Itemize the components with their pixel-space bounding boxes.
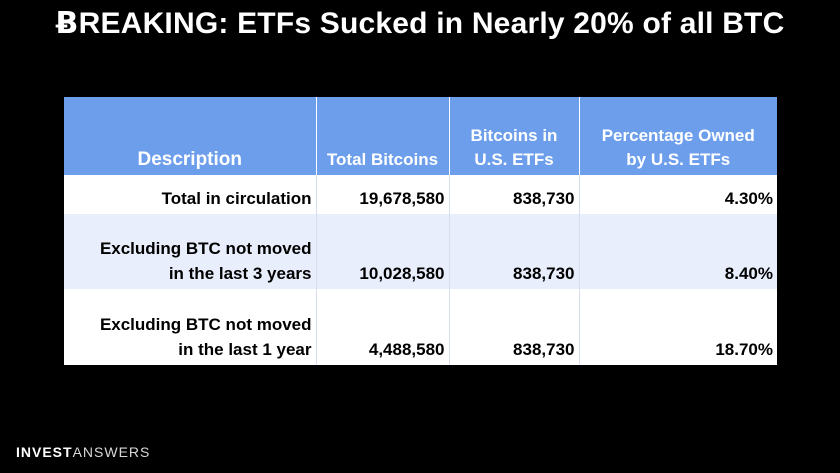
table-row: Excluding BTC not moved in the last 1 yea… [64, 289, 777, 365]
cell-percentage-owned: 18.70% [579, 289, 777, 365]
cell-percentage-owned: 4.30% [579, 175, 777, 214]
headline: ɃREAKING: ETFs Sucked in Nearly 20% of a… [0, 6, 840, 41]
header-bitcoins-in-etfs: Bitcoins in U.S. ETFs [449, 97, 580, 175]
cell-total-bitcoins: 4,488,580 [316, 289, 450, 365]
cell-percentage-owned: 8.40% [579, 214, 777, 289]
cell-bitcoins-in-etfs: 838,730 [449, 214, 580, 289]
cell-total-bitcoins: 19,678,580 [316, 175, 450, 214]
headline-text: REAKING: ETFs Sucked in Nearly 20% of al… [78, 7, 785, 40]
cell-description: Excluding BTC not moved in the last 3 yea… [64, 214, 317, 289]
cell-bitcoins-in-etfs: 838,730 [449, 289, 580, 365]
header-description: Description [64, 97, 317, 175]
table-row: Excluding BTC not moved in the last 3 yea… [64, 214, 777, 289]
bitcoin-b-glyph: Ƀ [55, 6, 79, 41]
table-row: Total in circulation 19,678,580 838,730 … [64, 175, 777, 214]
cell-total-bitcoins: 10,028,580 [316, 214, 450, 289]
btc-etf-table: Description Total Bitcoins Bitcoins in U.… [64, 97, 777, 365]
header-total-bitcoins: Total Bitcoins [316, 97, 450, 175]
table-header-row: Description Total Bitcoins Bitcoins in U.… [64, 97, 777, 175]
cell-bitcoins-in-etfs: 838,730 [449, 175, 580, 214]
cell-description: Excluding BTC not moved in the last 1 yea… [64, 289, 317, 365]
header-percentage-owned: Percentage Owned by U.S. ETFs [579, 97, 777, 175]
brand-logo: INVESTANSWERS [16, 444, 151, 460]
cell-description: Total in circulation [64, 175, 317, 214]
